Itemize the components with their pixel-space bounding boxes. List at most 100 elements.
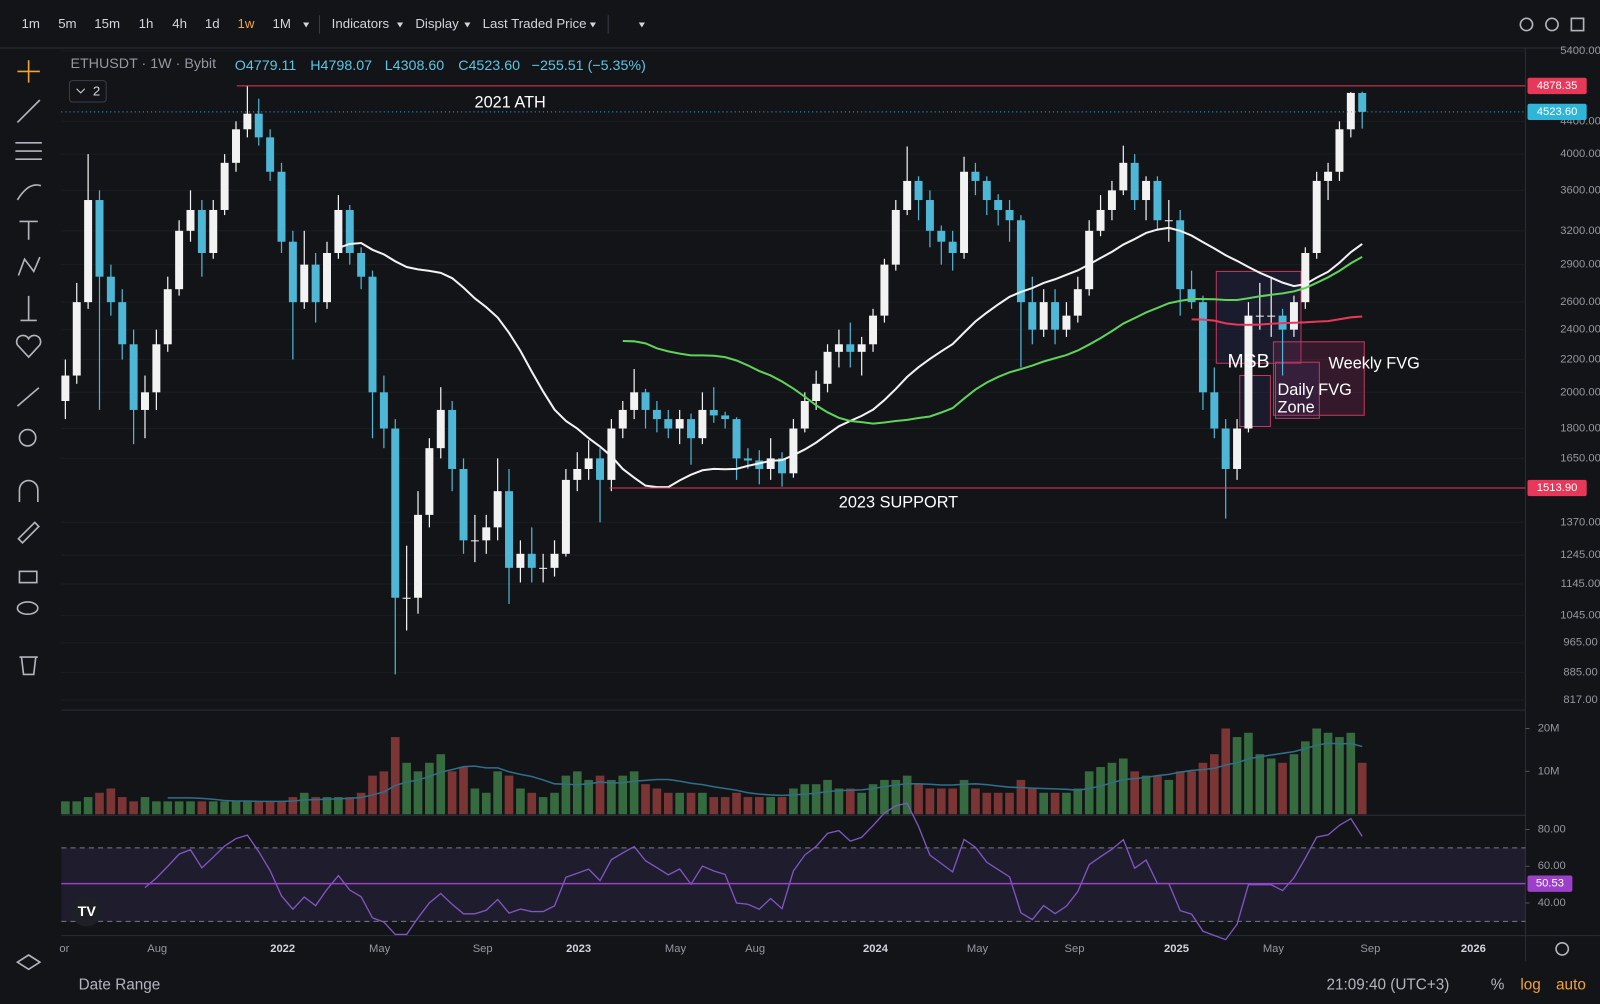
volume-bar [1266,758,1276,815]
pattern-tool[interactable] [17,256,41,276]
volume-bar [83,797,93,815]
volume-bar [789,788,798,815]
volume-bar [982,792,992,815]
candle-body [925,200,934,231]
y-tick-label: 885.00 [1563,666,1597,678]
date-range[interactable]: Date Range [79,977,161,994]
zoom[interactable] [18,428,37,447]
timeframe[interactable]: 1w [237,16,254,31]
candle-body [596,458,605,480]
y-tick-label: 2400.00 [1560,324,1600,336]
volume-bar [618,775,628,815]
candle-body [357,252,366,277]
y-tick-label: 3200.00 [1560,225,1600,237]
candle-body [1153,180,1162,221]
timeframe[interactable]: 1h [139,16,154,31]
indicators-toggle[interactable] [68,80,107,103]
candle-body [1051,302,1060,330]
candle-body [709,409,718,416]
candle-body [846,344,855,352]
brush-tool[interactable] [16,184,42,201]
candle-body [243,113,252,130]
y-tick-label: 5400.00 [1560,45,1600,57]
visibility[interactable] [16,601,39,616]
favorites[interactable] [15,334,42,359]
trend-line-tool[interactable] [16,99,41,124]
volume-bar [561,775,571,815]
timeframe[interactable]: 4h [172,16,187,31]
candle-body [345,209,354,253]
timeframe[interactable]: 1d [205,16,220,31]
candle-body [1130,162,1139,201]
timeframe[interactable]: 5m [58,16,76,31]
volume-bar [1232,737,1242,815]
price-tag [1527,103,1587,121]
candle-body [1210,392,1219,429]
fib-tool[interactable] [15,142,42,160]
candle-body [84,200,93,303]
settings[interactable] [1555,941,1570,956]
magnet[interactable] [18,479,39,502]
volume-bar [823,779,832,815]
candle-body [1039,302,1048,330]
percent-toggle[interactable]: % [1491,977,1505,994]
logo[interactable] [71,895,103,927]
candle-body [891,209,900,265]
fullscreen[interactable] [1570,17,1585,32]
zone-box [1239,374,1271,428]
candle-body [960,171,969,253]
candle-body [311,264,320,303]
volume-bar [1005,792,1014,815]
candle-body [425,448,434,515]
volume-bar [811,784,821,815]
candle-body [1358,92,1367,112]
lock-drawing[interactable] [17,521,40,544]
measure-tool[interactable] [20,295,37,322]
candle-body [391,428,400,598]
settings-top[interactable] [1545,17,1559,32]
volume-bar [527,792,537,815]
candle-body [1255,315,1264,317]
volume-bar [971,788,980,815]
auto-toggle[interactable]: auto [1556,977,1586,994]
volume-tick-label: 20M [1538,722,1560,734]
candle-body [459,468,468,541]
delete[interactable] [19,656,38,676]
log-toggle[interactable]: log [1520,977,1540,994]
dropdown-arrow [638,22,645,28]
y-tick-label: 2200.00 [1560,354,1600,366]
dropdown-arrow [396,22,404,28]
candle-body [493,491,502,528]
volume-bar [607,779,616,815]
volume-bar [481,792,491,815]
candle-body [334,209,343,253]
volume-bar [470,788,480,815]
menu[interactable]: Indicators [332,16,390,31]
candle-body [778,458,787,474]
x-tick-label: 2023 [566,943,591,955]
candle-body [254,113,263,138]
candle-body [823,351,832,384]
snapshot[interactable] [1519,17,1534,32]
volume-bar [117,797,127,815]
timeframe[interactable]: 1m [21,16,39,31]
candle-body [482,527,491,541]
menu[interactable]: Last Traded Price [483,16,587,31]
timeframe[interactable]: 1M [272,16,290,31]
menu[interactable]: Display [415,16,459,31]
candle-body [857,344,866,352]
rsi-tick-label: 40.00 [1538,897,1566,909]
candle-body [618,409,627,429]
candle-body [607,428,616,480]
candle-body [584,458,593,469]
candle-body [550,553,559,568]
candle-body [1301,252,1310,303]
text-tool[interactable] [19,220,38,240]
layers[interactable] [15,954,42,971]
ruler[interactable] [16,387,40,407]
timeframe[interactable]: 15m [94,16,120,31]
volume-bar [902,775,912,815]
candle-body [698,409,707,439]
volume-bar [163,801,173,815]
lock[interactable] [18,570,38,584]
